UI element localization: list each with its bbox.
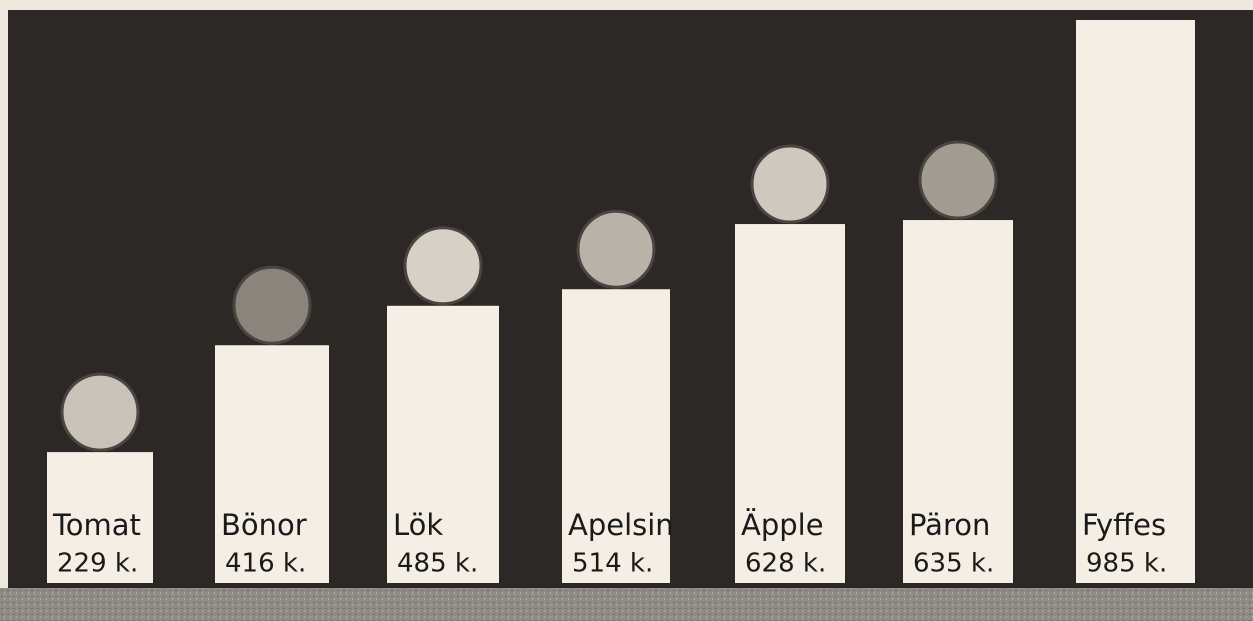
bar	[735, 224, 845, 584]
fruit-illustration	[576, 209, 656, 289]
bar	[47, 452, 153, 583]
fruit-illustration	[60, 372, 140, 452]
fruit-illustration	[750, 144, 830, 224]
category-label: Tomat	[52, 508, 141, 542]
bar	[1076, 20, 1195, 583]
category-label: Päron	[909, 508, 990, 542]
category-label: Apelsin	[568, 508, 674, 542]
value-label: 514 k.	[572, 549, 653, 579]
value-label: 485 k.	[397, 549, 478, 579]
category-label: Bönor	[221, 508, 307, 542]
bar	[215, 345, 329, 583]
value-label: 985 k.	[1086, 549, 1167, 579]
value-label: 635 k.	[913, 549, 994, 579]
fruit-illustration	[232, 265, 312, 345]
fruit-illustration	[918, 140, 998, 220]
value-label: 416 k.	[225, 549, 306, 579]
value-label: 628 k.	[745, 549, 826, 579]
category-label: Fyffes	[1082, 508, 1166, 542]
category-label: Lök	[393, 508, 443, 542]
bar	[387, 305, 499, 583]
bar	[562, 289, 670, 583]
category-label: Äpple	[741, 508, 824, 542]
value-label: 229 k.	[57, 549, 138, 579]
floor-strip	[0, 588, 1253, 621]
bar	[903, 220, 1013, 583]
fruit-illustration	[403, 226, 483, 306]
